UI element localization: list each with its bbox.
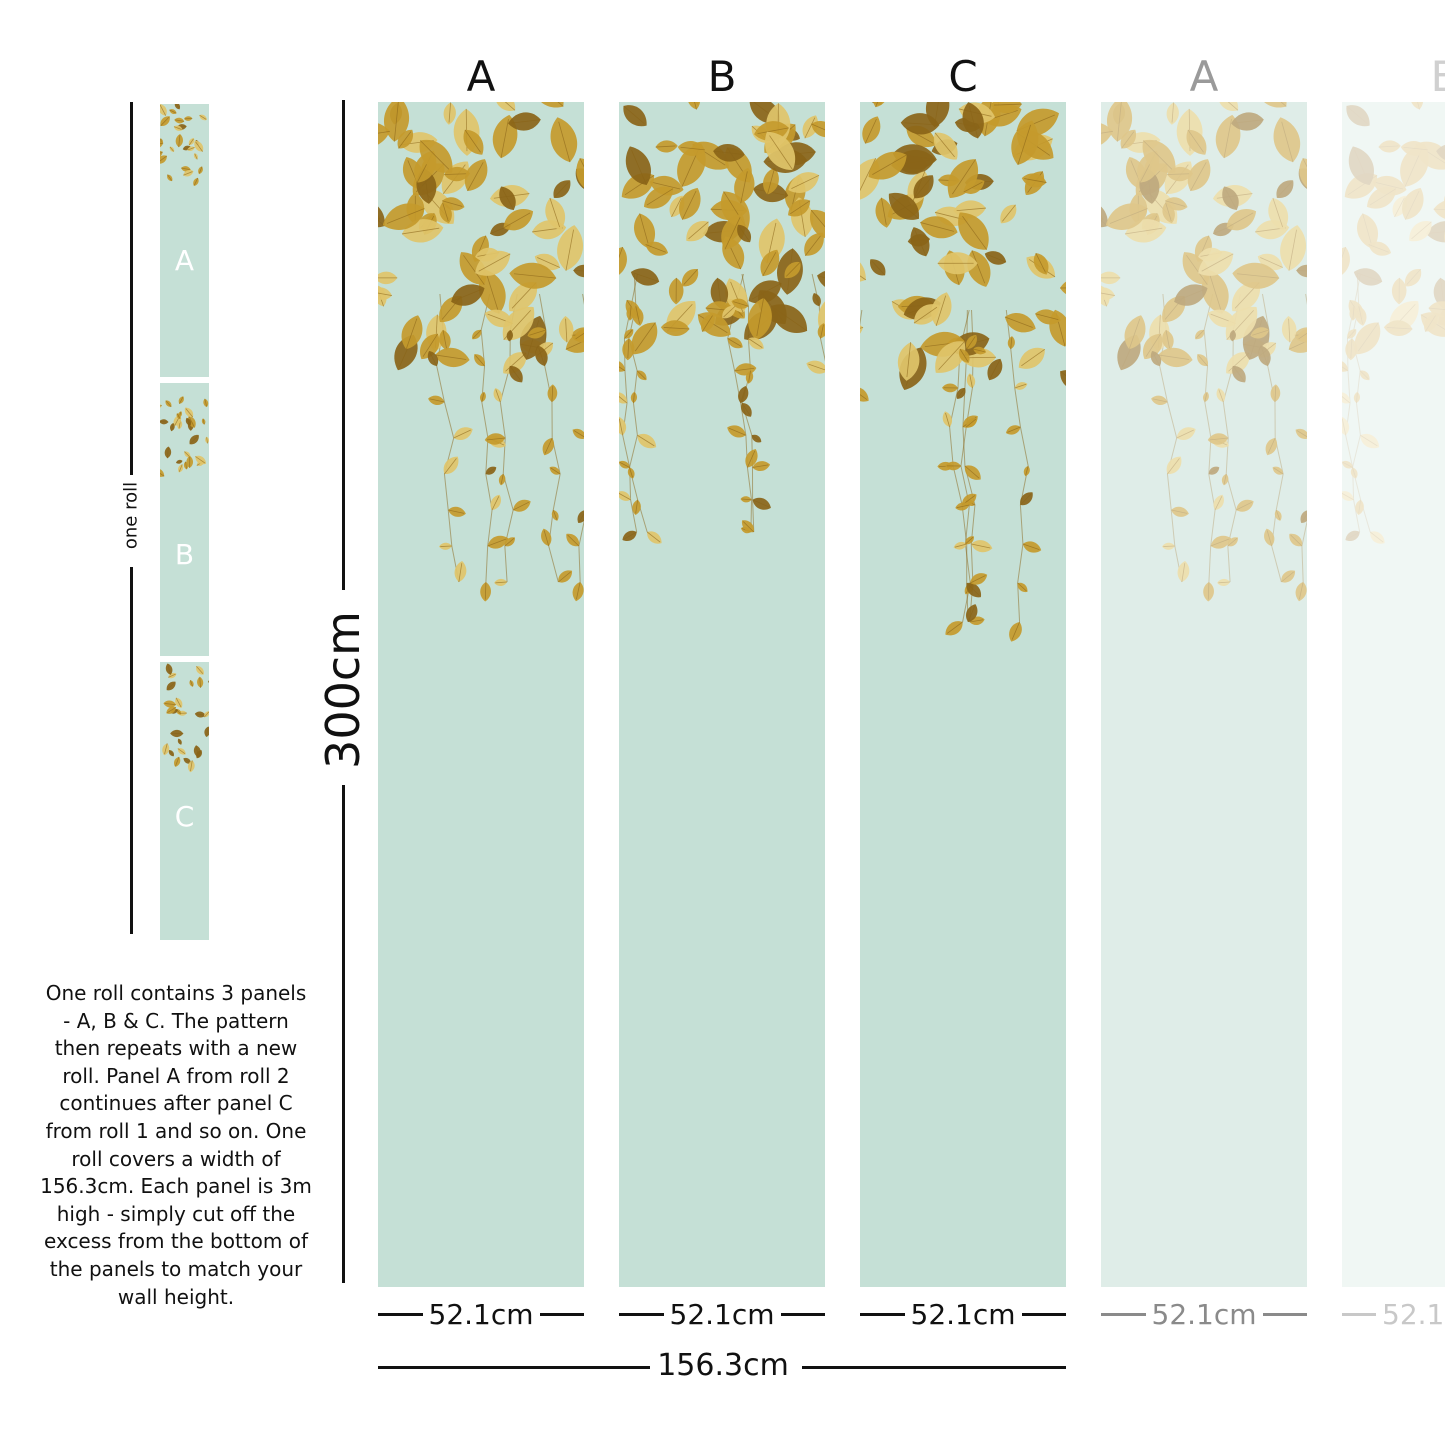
dim-tick — [1101, 1312, 1146, 1316]
panel-letter-b2: B — [1430, 52, 1445, 101]
panel-width-a2: 52.1cm — [1101, 1296, 1308, 1332]
panel-width-a1: 52.1cm — [378, 1296, 585, 1332]
mini-panel-b: B — [160, 383, 209, 656]
dim-text: 52.1cm — [428, 1297, 534, 1331]
total-width-line-right — [802, 1366, 1066, 1369]
dim-tick — [1262, 1312, 1308, 1316]
panel-leaves — [1342, 102, 1445, 1287]
dim-tick — [378, 1312, 423, 1316]
mini-panel-letter: B — [174, 538, 195, 571]
mini-leaves — [160, 396, 209, 477]
mini-leaves — [160, 104, 207, 187]
dim-tick — [539, 1312, 585, 1316]
mini-panel-a: A — [160, 104, 209, 377]
roll-bracket-label: one roll — [120, 481, 142, 550]
panel-b1 — [619, 102, 825, 1287]
panel-letter-c1: C — [948, 52, 978, 101]
mini-panel-letter: C — [174, 800, 195, 833]
dim-text: 52.1cm — [1151, 1297, 1257, 1331]
panel-width-b1: 52.1cm — [619, 1296, 826, 1332]
panel-c1 — [860, 102, 1066, 1287]
panel-b2 — [1342, 102, 1445, 1287]
description-text: One roll contains 3 panels - A, B & C. T… — [40, 981, 312, 1309]
mini-leaves — [162, 663, 209, 773]
total-width-label: 156.3cm — [657, 1348, 789, 1383]
roll-bracket-line-bottom — [130, 567, 133, 934]
panel-a1 — [378, 102, 584, 1287]
mini-panel-c: C — [160, 662, 209, 940]
panel-width-b2: 52.1cm — [1342, 1296, 1445, 1332]
dim-text: 52.1cm — [910, 1297, 1016, 1331]
total-width-line-left — [378, 1366, 650, 1369]
height-line-top — [342, 100, 345, 590]
mini-panel-letter: A — [174, 244, 195, 277]
dim-text: 52.1cm — [1382, 1297, 1445, 1331]
panel-width-c1: 52.1cm — [860, 1296, 1067, 1332]
panel-leaves — [1101, 102, 1307, 1287]
panel-letter-a1: A — [466, 52, 496, 101]
panel-a2 — [1101, 102, 1307, 1287]
panel-leaves — [619, 102, 825, 1287]
dim-text: 52.1cm — [669, 1297, 775, 1331]
panel-leaves — [378, 102, 584, 1287]
dim-tick — [860, 1312, 905, 1316]
height-line-bottom — [342, 785, 345, 1283]
panel-letter-b1: B — [707, 52, 737, 101]
dim-tick — [619, 1312, 664, 1316]
dim-tick — [1342, 1312, 1376, 1316]
panel-leaves — [860, 102, 1066, 1287]
height-label: 300cm — [316, 611, 370, 769]
dim-tick — [780, 1312, 826, 1316]
dim-tick — [1021, 1312, 1067, 1316]
panel-letter-a2: A — [1189, 52, 1219, 101]
roll-bracket-line-top — [130, 102, 133, 475]
